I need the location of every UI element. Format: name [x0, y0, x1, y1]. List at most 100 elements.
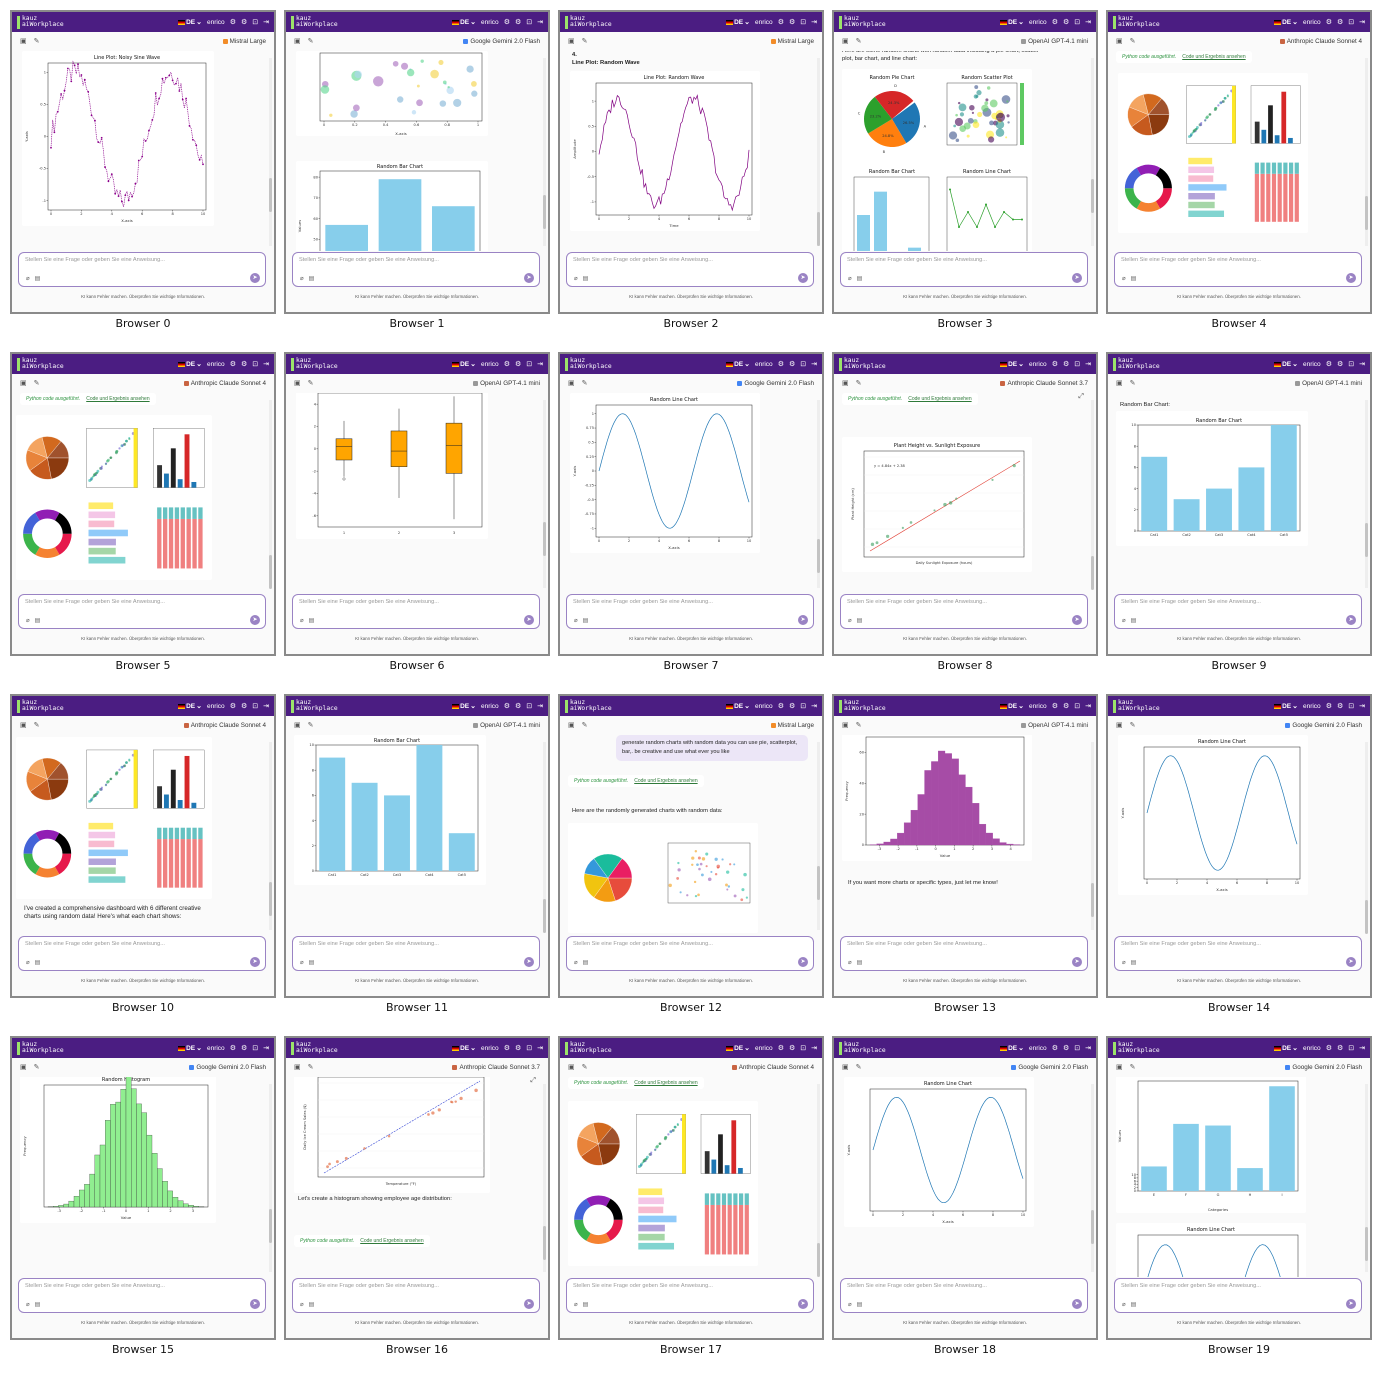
code-result-link[interactable]: Code und Ergebnis ansehen — [360, 1238, 424, 1244]
scrollbar[interactable] — [1365, 742, 1368, 934]
send-button[interactable]: ➤ — [798, 273, 808, 283]
scrollbar-thumb[interactable] — [1365, 1227, 1368, 1261]
scrollbar[interactable] — [269, 400, 272, 589]
document-icon[interactable]: ▤ — [308, 276, 315, 282]
sidebar-toggle-icon[interactable]: ▣ — [294, 38, 301, 45]
send-button[interactable]: ➤ — [798, 1299, 808, 1309]
sidebar-toggle-icon[interactable]: ▣ — [568, 38, 575, 45]
user-name[interactable]: enrico — [1302, 702, 1321, 710]
attach-icon[interactable]: ⌀ — [1122, 1302, 1126, 1308]
attach-icon[interactable]: ⌀ — [26, 960, 30, 966]
settings-2-icon[interactable]: ⚙ — [788, 360, 796, 368]
attach-icon[interactable]: ⌀ — [574, 276, 578, 282]
scrollbar-thumb[interactable] — [543, 522, 546, 556]
chat-icon[interactable]: ⊡ — [526, 18, 533, 26]
chat-input[interactable]: Stellen Sie eine Frage oder geben Sie ei… — [1114, 1278, 1362, 1313]
send-button[interactable]: ➤ — [1072, 1299, 1082, 1309]
scrollbar-thumb[interactable] — [1091, 556, 1094, 590]
new-chat-icon[interactable]: ✎ — [33, 722, 40, 729]
logout-icon[interactable]: ⇥ — [1085, 360, 1091, 368]
settings-2-icon[interactable]: ⚙ — [1336, 360, 1344, 368]
language-selector[interactable]: DE ⌄ — [726, 361, 750, 368]
user-name[interactable]: enrico — [480, 1044, 499, 1052]
new-chat-icon[interactable]: ✎ — [581, 380, 588, 387]
logout-icon[interactable]: ⇥ — [263, 360, 269, 368]
chat-input[interactable]: Stellen Sie eine Frage oder geben Sie ei… — [292, 1278, 540, 1313]
chat-icon[interactable]: ⊡ — [1348, 1044, 1355, 1052]
chat-input[interactable]: Stellen Sie eine Frage oder geben Sie ei… — [18, 1278, 266, 1313]
code-result-link[interactable]: Code und Ergebnis ansehen — [634, 778, 698, 784]
send-button[interactable]: ➤ — [524, 1299, 534, 1309]
model-selector[interactable]: Anthropic Claude Sonnet 4 — [183, 380, 266, 387]
attach-icon[interactable]: ⌀ — [848, 618, 852, 624]
chat-input[interactable]: Stellen Sie eine Frage oder geben Sie ei… — [566, 252, 814, 287]
new-chat-icon[interactable]: ✎ — [855, 1064, 862, 1071]
scrollbar[interactable] — [817, 1084, 820, 1277]
user-name[interactable]: enrico — [1302, 1044, 1321, 1052]
new-chat-icon[interactable]: ✎ — [1129, 380, 1136, 387]
settings-icon[interactable]: ⚙ — [777, 360, 784, 368]
model-selector[interactable]: Anthropic Claude Sonnet 4 — [1279, 38, 1362, 45]
attach-icon[interactable]: ⌀ — [1122, 618, 1126, 624]
scrollbar-thumb[interactable] — [1365, 523, 1368, 557]
send-button[interactable]: ➤ — [250, 1299, 260, 1309]
language-selector[interactable]: DE ⌄ — [726, 1045, 750, 1052]
new-chat-icon[interactable]: ✎ — [581, 1064, 588, 1071]
language-selector[interactable]: DE ⌄ — [1000, 1045, 1024, 1052]
scrollbar[interactable] — [543, 742, 546, 933]
logout-icon[interactable]: ⇥ — [811, 1044, 817, 1052]
logout-icon[interactable]: ⇥ — [263, 18, 269, 26]
sidebar-toggle-icon[interactable]: ▣ — [842, 1064, 849, 1071]
scrollbar[interactable] — [543, 1084, 546, 1272]
language-selector[interactable]: DE ⌄ — [1000, 703, 1024, 710]
document-icon[interactable]: ▤ — [34, 276, 41, 282]
scrollbar-thumb[interactable] — [1365, 196, 1368, 230]
settings-icon[interactable]: ⚙ — [503, 702, 510, 710]
settings-2-icon[interactable]: ⚙ — [1062, 702, 1070, 710]
model-selector[interactable]: Mistral Large — [222, 38, 266, 45]
attach-icon[interactable]: ⌀ — [26, 1302, 30, 1308]
settings-2-icon[interactable]: ⚙ — [788, 1044, 796, 1052]
user-name[interactable]: enrico — [754, 1044, 773, 1052]
settings-icon[interactable]: ⚙ — [229, 1044, 236, 1052]
settings-2-icon[interactable]: ⚙ — [788, 702, 796, 710]
scrollbar-thumb[interactable] — [269, 178, 272, 212]
chat-icon[interactable]: ⊡ — [1074, 18, 1081, 26]
language-selector[interactable]: DE ⌄ — [178, 1045, 202, 1052]
settings-icon[interactable]: ⚙ — [229, 18, 236, 26]
send-button[interactable]: ➤ — [1346, 615, 1356, 625]
settings-2-icon[interactable]: ⚙ — [514, 702, 522, 710]
attach-icon[interactable]: ⌀ — [26, 618, 30, 624]
new-chat-icon[interactable]: ✎ — [307, 1064, 314, 1071]
sidebar-toggle-icon[interactable]: ▣ — [842, 38, 849, 45]
scrollbar[interactable] — [1091, 400, 1094, 590]
language-selector[interactable]: DE ⌄ — [452, 1045, 476, 1052]
scrollbar[interactable] — [543, 58, 546, 246]
scrollbar-thumb[interactable] — [269, 882, 272, 916]
new-chat-icon[interactable]: ✎ — [581, 722, 588, 729]
settings-icon[interactable]: ⚙ — [1051, 702, 1058, 710]
chat-icon[interactable]: ⊡ — [800, 360, 807, 368]
new-chat-icon[interactable]: ✎ — [33, 1064, 40, 1071]
sidebar-toggle-icon[interactable]: ▣ — [568, 722, 575, 729]
chat-input[interactable]: Stellen Sie eine Frage oder geben Sie ei… — [840, 936, 1088, 971]
chat-input[interactable]: Stellen Sie eine Frage oder geben Sie ei… — [292, 594, 540, 629]
model-selector[interactable]: Google Gemini 2.0 Flash — [1285, 722, 1362, 729]
attach-icon[interactable]: ⌀ — [300, 276, 304, 282]
chat-input[interactable]: Stellen Sie eine Frage oder geben Sie ei… — [840, 1278, 1088, 1313]
logout-icon[interactable]: ⇥ — [537, 1044, 543, 1052]
document-icon[interactable]: ▤ — [308, 618, 315, 624]
sidebar-toggle-icon[interactable]: ▣ — [294, 380, 301, 387]
user-name[interactable]: enrico — [206, 18, 225, 26]
document-icon[interactable]: ▤ — [856, 1302, 863, 1308]
model-selector[interactable]: OpenAI GPT-4.1 mini — [473, 380, 540, 387]
model-selector[interactable]: Google Gemini 2.0 Flash — [189, 1064, 266, 1071]
model-selector[interactable]: Mistral Large — [770, 38, 814, 45]
sidebar-toggle-icon[interactable]: ▣ — [568, 1064, 575, 1071]
settings-2-icon[interactable]: ⚙ — [1336, 702, 1344, 710]
language-selector[interactable]: DE ⌄ — [1274, 19, 1298, 26]
scrollbar[interactable] — [817, 742, 820, 930]
model-selector[interactable]: Anthropic Claude Sonnet 3.7 — [1000, 380, 1088, 387]
scrollbar-thumb[interactable] — [1365, 900, 1368, 934]
user-name[interactable]: enrico — [1028, 18, 1047, 26]
